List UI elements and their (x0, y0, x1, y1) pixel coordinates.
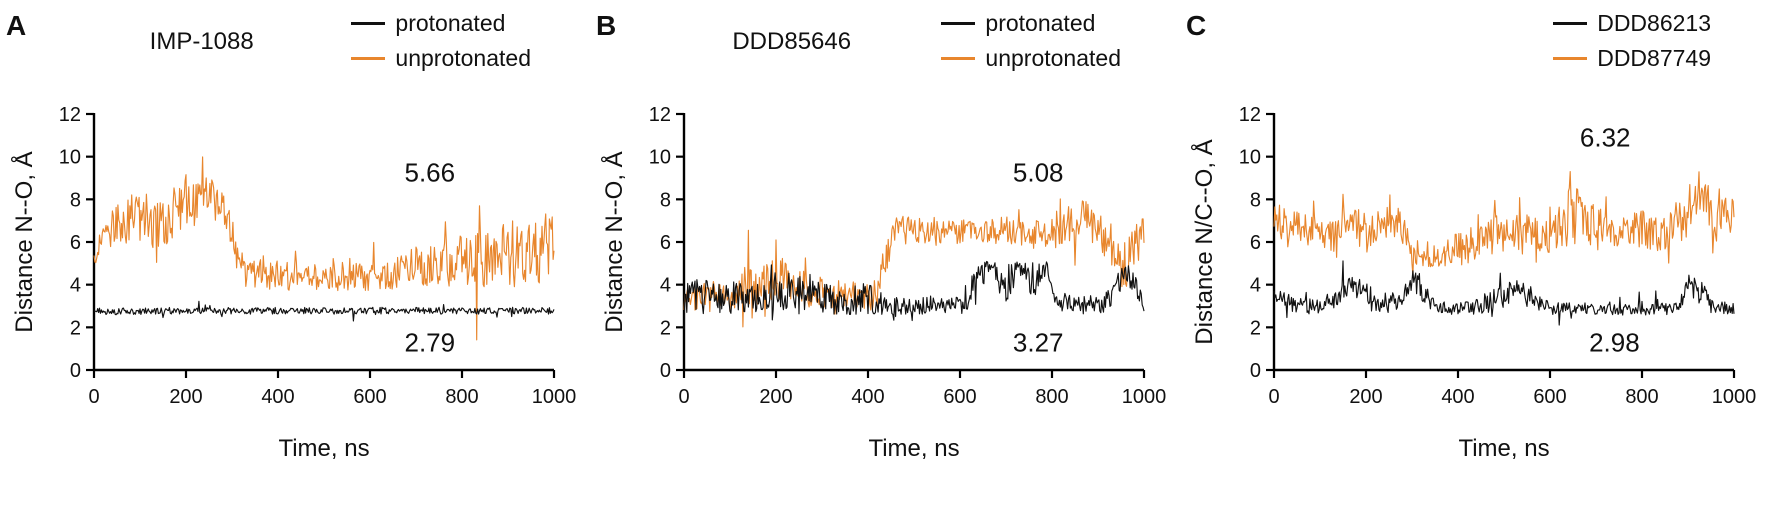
svg-text:8: 8 (70, 189, 81, 211)
legend-line-swatch (351, 57, 386, 60)
legend-line-swatch (941, 22, 976, 25)
svg-text:0: 0 (660, 360, 671, 382)
panel-title (1232, 6, 1553, 28)
panel-a: A IMP-1088 protonated unprotonated 0 2 4 6 8… (0, 0, 590, 506)
svg-text:4: 4 (660, 275, 671, 297)
svg-text:Time, ns: Time, ns (1458, 435, 1549, 462)
svg-text:Time, ns: Time, ns (278, 435, 369, 462)
svg-text:Time, ns: Time, ns (868, 435, 959, 462)
svg-text:6: 6 (1250, 232, 1261, 254)
legend: DDD86213 DDD87749 (1553, 6, 1711, 72)
legend-item: protonated (351, 10, 531, 37)
legend-item: DDD87749 (1553, 45, 1711, 72)
svg-text:10: 10 (59, 147, 81, 169)
svg-text:1000: 1000 (1712, 386, 1757, 408)
svg-text:400: 400 (1441, 386, 1474, 408)
svg-text:0: 0 (88, 386, 99, 408)
panel-b: B DDD85646 protonated unprotonated 0 2 4 6 8… (590, 0, 1180, 506)
svg-text:2.79: 2.79 (404, 327, 455, 357)
legend-item: protonated (941, 10, 1121, 37)
legend: protonated unprotonated (351, 6, 531, 72)
svg-text:200: 200 (1349, 386, 1382, 408)
svg-text:2: 2 (660, 317, 671, 339)
panel-title: IMP-1088 (149, 28, 254, 55)
svg-text:1000: 1000 (1122, 386, 1167, 408)
legend-label: DDD86213 (1597, 10, 1711, 36)
svg-text:2.98: 2.98 (1589, 327, 1640, 357)
legend: protonated unprotonated (941, 6, 1121, 72)
svg-text:12: 12 (649, 104, 671, 126)
svg-text:3.27: 3.27 (1013, 327, 1064, 357)
svg-text:12: 12 (59, 104, 81, 126)
svg-text:600: 600 (943, 386, 976, 408)
svg-text:8: 8 (660, 189, 671, 211)
svg-text:400: 400 (261, 386, 294, 408)
legend-label: DDD87749 (1597, 45, 1711, 71)
legend-label: unprotonated (985, 45, 1121, 71)
panel-c: C DDD86213 DDD87749 0 2 4 6 8 10 12 0 200 400 600 8… (1180, 0, 1770, 506)
svg-text:0: 0 (678, 386, 689, 408)
svg-text:400: 400 (851, 386, 884, 408)
legend-line-swatch (351, 22, 386, 25)
svg-text:10: 10 (1239, 147, 1261, 169)
legend-line-swatch (1553, 22, 1588, 25)
line-chart-b: 0 2 4 6 8 10 12 0 200 400 600 800 1000 5.08 3.27 Distan… (600, 104, 1167, 462)
panel-letter: A (6, 10, 27, 41)
svg-text:200: 200 (759, 386, 792, 408)
svg-text:Distance N/C--O, Å: Distance N/C--O, Å (1190, 139, 1218, 344)
svg-text:6.32: 6.32 (1580, 123, 1631, 153)
svg-text:1000: 1000 (532, 386, 577, 408)
svg-text:800: 800 (1035, 386, 1068, 408)
legend-label: protonated (395, 10, 506, 36)
svg-text:600: 600 (353, 386, 386, 408)
svg-text:2: 2 (70, 317, 81, 339)
svg-text:6: 6 (70, 232, 81, 254)
legend-item: unprotonated (351, 45, 531, 72)
svg-text:Distance N--O, Å: Distance N--O, Å (600, 151, 628, 332)
panel-letter: B (596, 10, 617, 41)
svg-text:0: 0 (1268, 386, 1279, 408)
panel-a-header: A IMP-1088 protonated unprotonated (6, 6, 586, 98)
legend-label: unprotonated (395, 45, 531, 71)
svg-text:5.66: 5.66 (404, 158, 455, 188)
svg-text:800: 800 (445, 386, 478, 408)
svg-text:600: 600 (1533, 386, 1566, 408)
panel-title: DDD85646 (732, 28, 852, 55)
svg-text:4: 4 (1250, 275, 1261, 297)
line-chart-c: 0 2 4 6 8 10 12 0 200 400 600 800 1000 6.32 2.98 Distan… (1190, 104, 1757, 462)
svg-text:12: 12 (1239, 104, 1261, 126)
line-chart-a: 0 2 4 6 8 10 12 0 200 400 600 800 1000 5.66 2.79 Distan… (10, 104, 577, 462)
svg-text:2: 2 (1250, 317, 1261, 339)
svg-text:6: 6 (660, 232, 671, 254)
panel-b-header: B DDD85646 protonated unprotonated (596, 6, 1176, 98)
svg-text:8: 8 (1250, 189, 1261, 211)
svg-text:5.08: 5.08 (1013, 158, 1064, 188)
legend-item: unprotonated (941, 45, 1121, 72)
legend-label: protonated (985, 10, 1096, 36)
legend-line-swatch (941, 57, 976, 60)
svg-text:0: 0 (70, 360, 81, 382)
legend-line-swatch (1553, 57, 1588, 60)
panel-letter: C (1186, 10, 1207, 41)
svg-text:800: 800 (1625, 386, 1658, 408)
svg-text:Distance N--O, Å: Distance N--O, Å (10, 151, 38, 332)
panel-c-header: C DDD86213 DDD87749 (1186, 6, 1766, 98)
legend-item: DDD86213 (1553, 10, 1711, 37)
svg-text:10: 10 (649, 147, 671, 169)
svg-text:200: 200 (169, 386, 202, 408)
svg-text:4: 4 (70, 275, 81, 297)
svg-text:0: 0 (1250, 360, 1261, 382)
